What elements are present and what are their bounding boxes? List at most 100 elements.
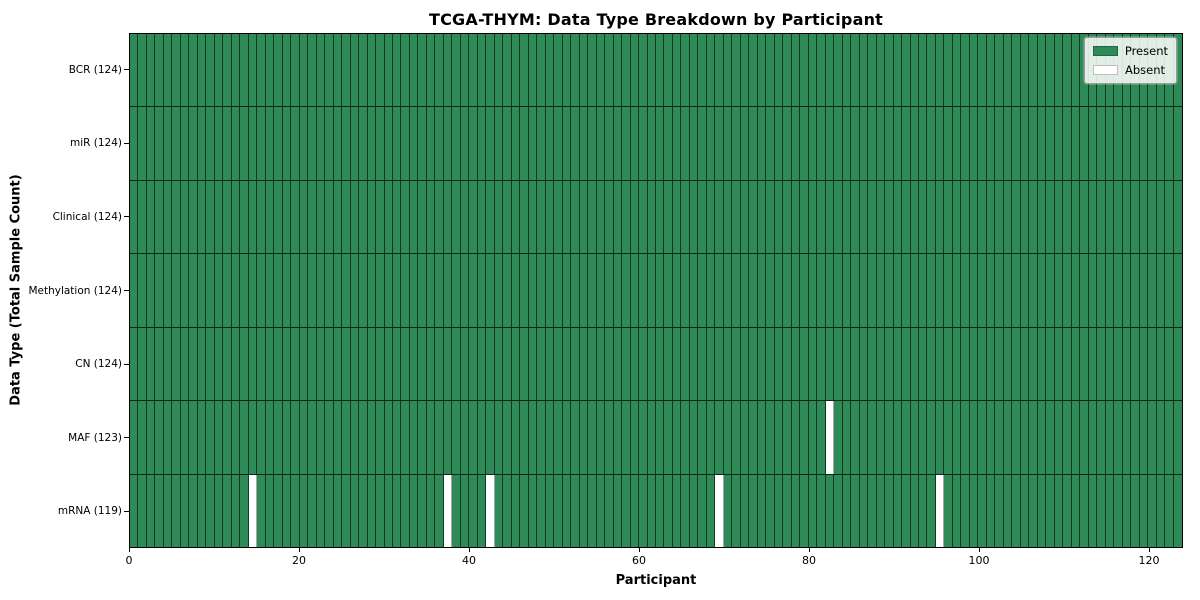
heatmap-cell-present bbox=[571, 254, 580, 327]
heatmap-cell-present bbox=[655, 327, 665, 401]
heatmap-cell-present bbox=[672, 327, 682, 401]
heatmap-cell-present bbox=[952, 401, 962, 474]
heatmap-cell-present bbox=[927, 180, 936, 254]
heatmap-cell-present bbox=[299, 327, 309, 401]
heatmap-cell-present bbox=[528, 34, 538, 107]
heatmap-cell-present bbox=[1105, 327, 1115, 401]
heatmap-cell-present bbox=[308, 34, 317, 107]
heatmap-cell-present bbox=[486, 401, 495, 474]
heatmap-cell-present bbox=[528, 401, 538, 474]
heatmap-cell-present bbox=[1173, 327, 1182, 401]
heatmap-cell-present bbox=[409, 180, 419, 254]
heatmap-cell-present bbox=[1012, 401, 1021, 474]
heatmap-cell-present bbox=[350, 474, 360, 547]
heatmap-cell-present bbox=[426, 107, 436, 180]
heatmap-cell-present bbox=[978, 107, 987, 180]
heatmap-cell-present bbox=[910, 401, 919, 474]
heatmap-cell-present bbox=[1105, 180, 1115, 254]
heatmap-cell-present bbox=[248, 107, 258, 180]
heatmap-cell-present bbox=[443, 401, 453, 474]
heatmap-cell-present bbox=[1148, 327, 1157, 401]
heatmap-cell-present bbox=[392, 401, 402, 474]
heatmap-cell-present bbox=[952, 474, 962, 547]
heatmap-cell-present bbox=[986, 327, 996, 401]
heatmap-cell-present bbox=[460, 254, 470, 327]
heatmap-cell-present bbox=[146, 327, 156, 401]
heatmap-cell-present bbox=[511, 327, 521, 401]
heatmap-cell-present bbox=[749, 474, 758, 547]
heatmap-cell-present bbox=[1037, 34, 1047, 107]
heatmap-cell-present bbox=[359, 107, 368, 180]
heatmap-cell-present bbox=[639, 180, 648, 254]
heatmap-cell-present bbox=[639, 34, 648, 107]
heatmap-cell-present bbox=[503, 401, 512, 474]
heatmap-cell-present bbox=[622, 327, 631, 401]
heatmap-cell-present bbox=[401, 401, 410, 474]
heatmap-cell-present bbox=[774, 107, 784, 180]
heatmap-cell-present bbox=[392, 107, 402, 180]
heatmap-cell-present bbox=[927, 254, 936, 327]
heatmap-cell-present bbox=[146, 474, 156, 547]
heatmap-cell-present bbox=[1131, 107, 1140, 180]
heatmap-cell-present bbox=[1097, 327, 1106, 401]
heatmap-cell-present bbox=[1063, 180, 1072, 254]
heatmap-cell-present bbox=[240, 107, 249, 180]
heatmap-cell-present bbox=[817, 107, 826, 180]
heatmap-cell-present bbox=[376, 401, 385, 474]
heatmap-cell-present bbox=[698, 474, 707, 547]
heatmap-cell-present bbox=[1063, 254, 1072, 327]
heatmap-cell-present bbox=[715, 327, 724, 401]
heatmap-cell-present bbox=[851, 254, 860, 327]
heatmap-cell-present bbox=[189, 327, 198, 401]
heatmap-cell-present bbox=[978, 254, 987, 327]
heatmap-cell-present bbox=[240, 254, 249, 327]
heatmap-cell-present bbox=[342, 180, 351, 254]
heatmap-cell-present bbox=[851, 327, 860, 401]
heatmap-cell-present bbox=[1071, 401, 1081, 474]
heatmap-cell-present bbox=[859, 107, 869, 180]
heatmap-cell-present bbox=[1037, 474, 1047, 547]
heatmap-cell-present bbox=[825, 34, 835, 107]
heatmap-cell-present bbox=[562, 180, 572, 254]
heatmap-cell-present bbox=[791, 474, 801, 547]
heatmap-cell-present bbox=[986, 34, 996, 107]
heatmap-cell-present bbox=[672, 107, 682, 180]
heatmap-cell-present bbox=[146, 180, 156, 254]
heatmap-cell-present bbox=[443, 180, 453, 254]
heatmap-cell-present bbox=[511, 107, 521, 180]
heatmap-cell-present bbox=[426, 474, 436, 547]
heatmap-cell-present bbox=[350, 401, 360, 474]
heatmap-cell-present bbox=[342, 107, 351, 180]
heatmap-cell-present bbox=[698, 180, 707, 254]
heatmap-cell-present bbox=[969, 254, 979, 327]
heatmap-cell-present bbox=[1122, 474, 1132, 547]
heatmap-cell-present bbox=[376, 107, 385, 180]
heatmap-cell-present bbox=[893, 401, 903, 474]
heatmap-cell-present bbox=[868, 401, 877, 474]
heatmap-cell-present bbox=[486, 107, 495, 180]
heatmap-cell-present bbox=[596, 401, 606, 474]
heatmap-cell-present bbox=[757, 327, 767, 401]
heatmap-cell-present bbox=[197, 474, 207, 547]
heatmap-cell-present bbox=[163, 254, 173, 327]
heatmap-cell-present bbox=[1063, 474, 1072, 547]
heatmap-cell-present bbox=[155, 254, 164, 327]
heatmap-cell-present bbox=[333, 180, 343, 254]
heatmap-cell-present bbox=[732, 254, 741, 327]
heatmap-cell-present bbox=[562, 107, 572, 180]
heatmap-cell-present bbox=[426, 327, 436, 401]
heatmap-cell-present bbox=[995, 107, 1004, 180]
heatmap-cell-present bbox=[672, 180, 682, 254]
heatmap-cell-present bbox=[223, 474, 232, 547]
heatmap-cell-present bbox=[1063, 107, 1072, 180]
heatmap-cell-present bbox=[927, 474, 936, 547]
heatmap-cell-present bbox=[554, 254, 563, 327]
heatmap-cell-present bbox=[740, 180, 750, 254]
heatmap-cell-absent bbox=[715, 474, 724, 547]
heatmap-cell-present bbox=[545, 327, 555, 401]
heatmap-cell-present bbox=[1071, 107, 1081, 180]
heatmap-cell-present bbox=[367, 254, 377, 327]
heatmap-cell-present bbox=[698, 327, 707, 401]
heatmap-cell-present bbox=[282, 474, 292, 547]
heatmap-cell-present bbox=[834, 34, 843, 107]
